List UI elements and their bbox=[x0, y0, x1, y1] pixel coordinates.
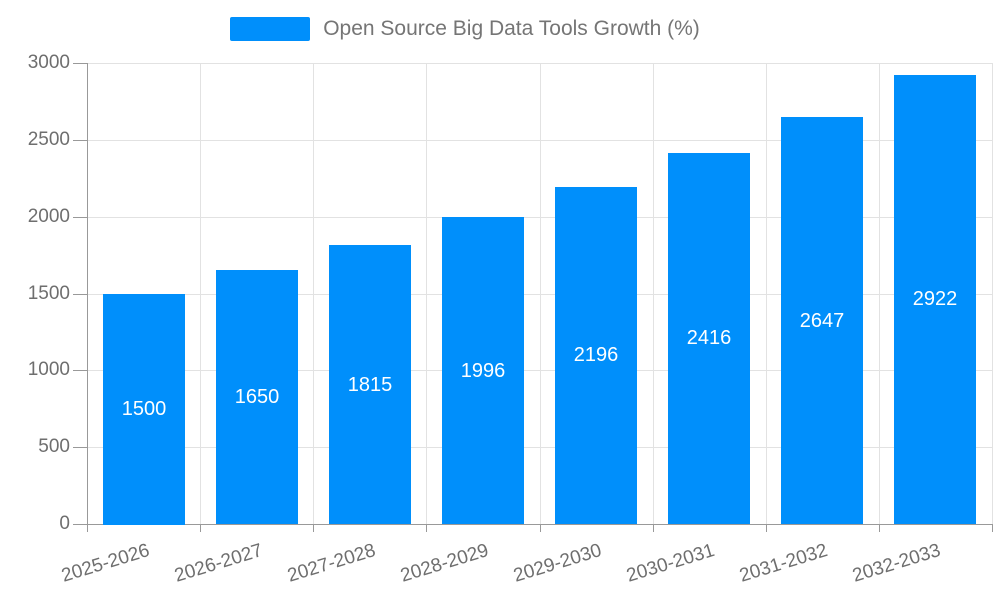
x-axis-tick bbox=[426, 524, 427, 532]
legend-label: Open Source Big Data Tools Growth (%) bbox=[323, 17, 700, 40]
bar-value-label: 1500 bbox=[121, 398, 167, 420]
y-axis-tick bbox=[73, 63, 87, 64]
x-gridline bbox=[200, 63, 201, 524]
x-axis-tick bbox=[653, 524, 654, 532]
x-axis-tick bbox=[87, 524, 88, 532]
x-axis-tick bbox=[766, 524, 767, 532]
y-gridline bbox=[87, 370, 992, 371]
bar[interactable] bbox=[781, 117, 863, 524]
legend[interactable]: Open Source Big Data Tools Growth (%) bbox=[0, 17, 965, 41]
x-axis-tick bbox=[540, 524, 541, 532]
y-axis-tick-label: 500 bbox=[38, 436, 70, 457]
x-gridline bbox=[426, 63, 427, 524]
x-gridline bbox=[540, 63, 541, 524]
bar-value-label: 2922 bbox=[912, 288, 958, 310]
x-gridline bbox=[313, 63, 314, 524]
bar[interactable] bbox=[894, 75, 976, 524]
y-axis-tick bbox=[73, 524, 87, 525]
y-axis-tick bbox=[73, 370, 87, 371]
y-gridline bbox=[87, 140, 992, 141]
legend-swatch bbox=[230, 17, 311, 41]
bar[interactable] bbox=[329, 245, 411, 524]
bar-value-label: 1650 bbox=[234, 386, 280, 408]
y-gridline bbox=[87, 447, 992, 448]
y-axis-tick-label: 2000 bbox=[27, 206, 70, 227]
y-axis-tick-label: 2500 bbox=[27, 129, 70, 150]
bar[interactable] bbox=[555, 187, 637, 524]
x-axis-line bbox=[87, 524, 992, 525]
bar-value-label: 1996 bbox=[460, 360, 506, 382]
bar-value-label: 2416 bbox=[686, 327, 732, 349]
bar[interactable] bbox=[668, 153, 750, 524]
y-axis-tick-label: 3000 bbox=[27, 52, 70, 73]
bar-value-label: 1815 bbox=[347, 374, 393, 396]
y-axis-tick bbox=[73, 217, 87, 218]
bar[interactable] bbox=[216, 270, 298, 524]
x-gridline bbox=[653, 63, 654, 524]
y-gridline bbox=[87, 294, 992, 295]
x-gridline bbox=[879, 63, 880, 524]
y-axis-tick-label: 1500 bbox=[27, 283, 70, 304]
y-gridline bbox=[87, 217, 992, 218]
x-axis-tick bbox=[992, 524, 993, 532]
bar-value-label: 2196 bbox=[573, 344, 619, 366]
x-gridline bbox=[992, 63, 993, 524]
y-axis-tick bbox=[73, 294, 87, 295]
y-axis-line bbox=[87, 63, 88, 532]
y-axis-tick bbox=[73, 447, 87, 448]
x-axis-tick bbox=[879, 524, 880, 532]
y-axis-tick-label: 0 bbox=[59, 513, 70, 534]
y-axis-tick bbox=[73, 140, 87, 141]
bar[interactable] bbox=[103, 294, 185, 525]
bar[interactable] bbox=[442, 217, 524, 524]
y-gridline bbox=[87, 63, 992, 64]
bar-value-label: 2647 bbox=[799, 310, 845, 332]
x-axis-tick bbox=[200, 524, 201, 532]
y-axis-tick-label: 1000 bbox=[27, 359, 70, 380]
x-gridline bbox=[766, 63, 767, 524]
x-axis-tick bbox=[313, 524, 314, 532]
